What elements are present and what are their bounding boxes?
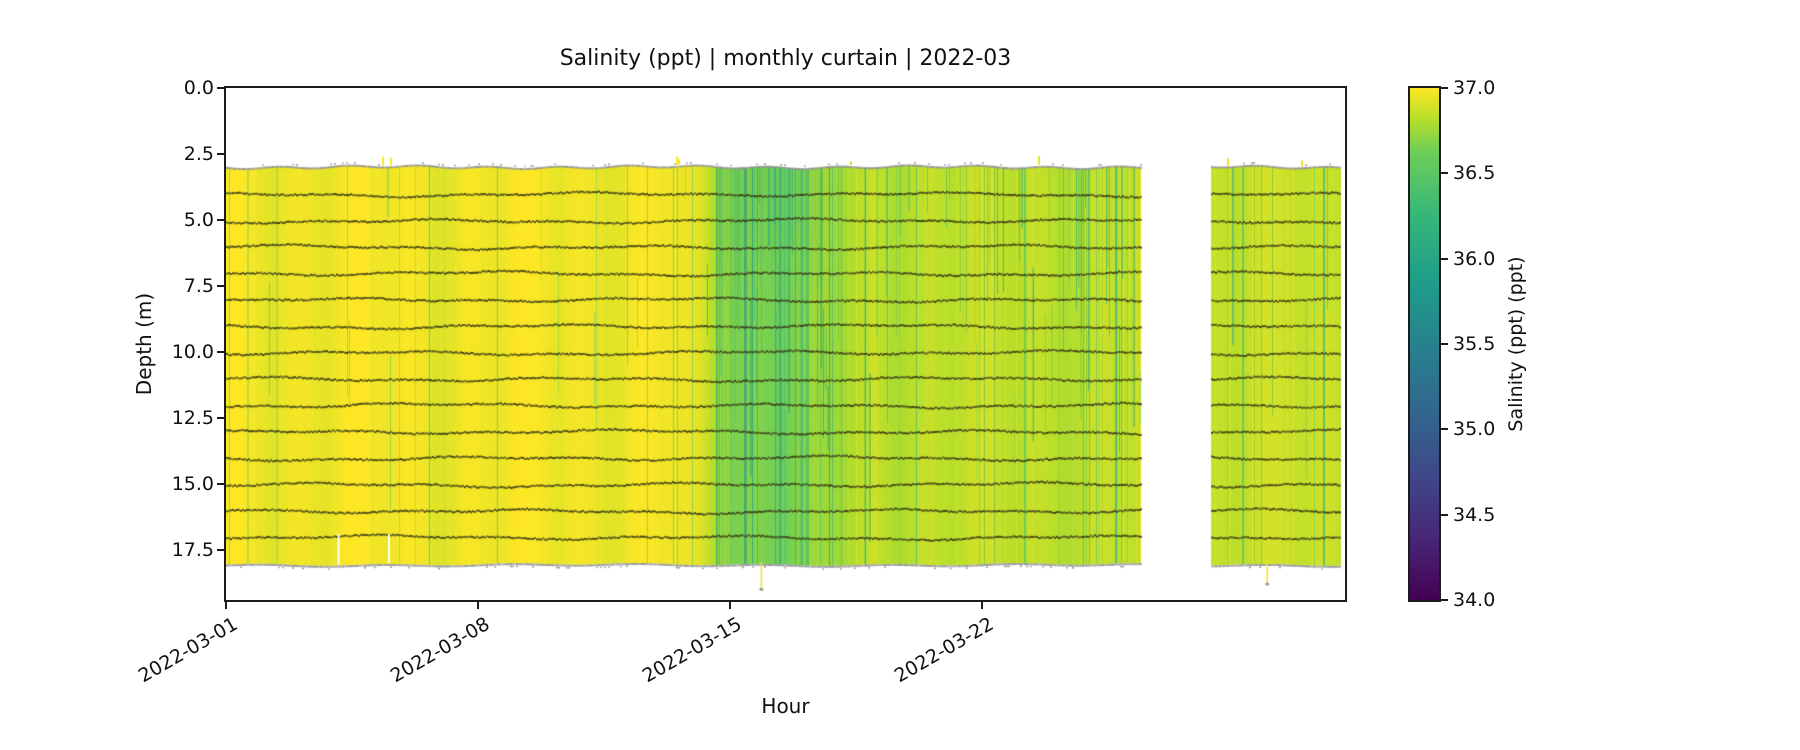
x-axis-label: Hour: [761, 694, 810, 718]
x-tick-label: 2022-03-08: [386, 613, 494, 688]
colorbar-tick-mark: [1441, 513, 1448, 516]
x-tick-mark: [225, 601, 227, 609]
y-tick-mark: [217, 152, 224, 155]
x-tick-label: 2022-03-22: [890, 613, 998, 688]
colorbar-label: Salinity (ppt) (ppt): [1505, 256, 1527, 432]
colorbar-tick-mark: [1441, 343, 1448, 345]
colorbar-tick-label: 34.0: [1453, 589, 1496, 611]
curtain-heatmap-canvas: [226, 88, 1345, 600]
colorbar-tick-label: 37.0: [1453, 77, 1496, 99]
y-tick-label: 5.0: [183, 208, 214, 231]
y-tick-mark: [217, 482, 224, 485]
y-tick-mark: [217, 416, 224, 419]
colorbar-tick-label: 34.5: [1453, 503, 1496, 526]
plot-title: Salinity (ppt) | monthly curtain | 2022-…: [559, 46, 1012, 71]
colorbar: [1408, 86, 1441, 602]
y-tick-label: 2.5: [183, 142, 214, 165]
colorbar-tick-label: 35.5: [1453, 333, 1496, 355]
y-tick-label: 10.0: [171, 340, 214, 363]
x-tick-mark: [981, 601, 984, 609]
colorbar-gradient: [1410, 88, 1439, 600]
y-tick-mark: [217, 218, 224, 221]
colorbar-tick-mark: [1441, 599, 1448, 601]
colorbar-tick-mark: [1441, 87, 1448, 89]
x-tick-label: 2022-03-15: [638, 613, 746, 688]
y-tick-mark: [217, 548, 224, 551]
y-tick-label: 0.0: [183, 77, 214, 99]
colorbar-tick-label: 36.0: [1453, 247, 1496, 270]
y-tick-mark: [217, 350, 224, 353]
y-tick-mark: [217, 87, 224, 89]
plot-area: [224, 86, 1347, 602]
colorbar-tick-label: 35.0: [1453, 418, 1496, 441]
y-tick-label: 7.5: [183, 274, 214, 297]
x-tick-label: 2022-03-01: [134, 613, 241, 688]
x-tick-mark: [477, 601, 480, 609]
y-tick-label: 15.0: [171, 472, 214, 495]
colorbar-tick-mark: [1441, 257, 1448, 260]
colorbar-tick-mark: [1441, 172, 1448, 175]
colorbar-tick-label: 36.5: [1453, 162, 1496, 185]
y-axis-label: Depth (m): [132, 292, 156, 396]
y-tick-label: 12.5: [171, 406, 214, 429]
y-tick-label: 17.5: [171, 538, 214, 561]
x-tick-mark: [729, 601, 732, 609]
y-tick-mark: [217, 284, 224, 287]
colorbar-tick-mark: [1441, 428, 1448, 431]
